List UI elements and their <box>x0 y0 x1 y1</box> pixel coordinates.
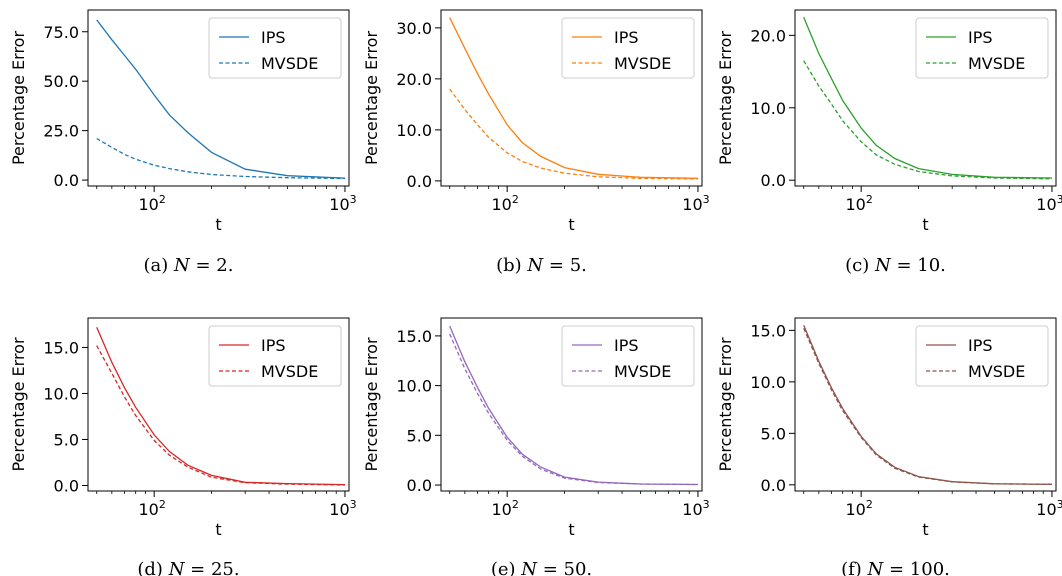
series-line-mvsde <box>803 328 1053 485</box>
legend-label-mvsde: MVSDE <box>614 54 671 73</box>
chart-panel-2: 102 103 0.0 10.0 20.0 30.0 t Percentage Error IP… <box>362 9 710 276</box>
chart-panel-1: 102 103 0.0 25.0 50.0 75.0 t Percentage Error IP… <box>9 9 357 276</box>
y-axis-label: Percentage Error <box>362 337 381 472</box>
x-tick-label: 103 <box>329 498 356 519</box>
chart-panel-6: 102 103 0.0 5.0 10.0 15.0 t Percentage Error IPS… <box>716 317 1062 576</box>
x-axis-label: t <box>215 520 221 539</box>
y-tick-label: 5.0 <box>54 430 79 449</box>
plot-frame <box>440 317 703 492</box>
plot-frame <box>794 9 1057 187</box>
subfigure-caption: (b) N = 5. <box>496 255 587 276</box>
y-tick-label: 75.0 <box>43 23 79 42</box>
y-axis-label: Percentage Error <box>716 337 735 472</box>
x-tick-label: 103 <box>682 193 709 214</box>
series-line-ips <box>449 17 699 179</box>
y-tick-label: 10.0 <box>396 377 432 396</box>
y-tick-label: 0.0 <box>54 476 79 495</box>
x-tick-label: 103 <box>1036 498 1062 519</box>
legend-label-ips: IPS <box>968 28 993 47</box>
x-tick-label: 102 <box>138 498 165 519</box>
subfigure-caption: (c) N = 10. <box>845 255 946 276</box>
x-tick-label: 102 <box>491 498 518 519</box>
subfigure-caption: (d) N = 25. <box>137 559 239 576</box>
x-tick-label: 102 <box>491 193 518 214</box>
legend-label-mvsde: MVSDE <box>261 362 318 381</box>
y-tick-label: 30.0 <box>396 19 432 38</box>
chart-panel-4: 102 103 0.0 5.0 10.0 15.0 t Percentage Error IPS… <box>9 317 357 576</box>
y-tick-label: 0.0 <box>407 476 432 495</box>
y-tick-label: 20.0 <box>396 70 432 89</box>
plot-frame <box>87 9 350 187</box>
y-tick-label: 15.0 <box>43 338 79 357</box>
legend-label-ips: IPS <box>614 28 639 47</box>
legend-label-ips: IPS <box>261 28 286 47</box>
legend-label-ips: IPS <box>968 336 993 355</box>
y-tick-label: 10.0 <box>43 384 79 403</box>
y-axis-label: Percentage Error <box>9 337 28 472</box>
y-axis-label: Percentage Error <box>362 31 381 166</box>
x-axis-label: t <box>568 215 574 234</box>
series-line-ips <box>96 19 346 179</box>
x-tick-label: 103 <box>682 498 709 519</box>
series-line-mvsde <box>96 137 346 180</box>
y-tick-label: 10.0 <box>750 373 786 392</box>
y-tick-label: 0.0 <box>761 476 786 495</box>
y-tick-label: 10.0 <box>750 99 786 118</box>
x-tick-label: 102 <box>138 193 165 214</box>
y-tick-label: 0.0 <box>54 171 79 190</box>
y-tick-label: 5.0 <box>407 426 432 445</box>
x-tick-label: 102 <box>845 193 872 214</box>
x-tick-label: 102 <box>845 498 872 519</box>
x-tick-label: 103 <box>1036 193 1062 214</box>
legend-label-mvsde: MVSDE <box>614 362 671 381</box>
subfigure-caption: (f) N = 100. <box>841 559 950 576</box>
chart-panel-3: 102 103 0.0 10.0 20.0 t Percentage Error IPS MVS… <box>716 9 1062 276</box>
subfigure-caption: (e) N = 50. <box>491 559 592 576</box>
series-line-mvsde <box>96 345 346 486</box>
y-axis-label: Percentage Error <box>9 31 28 166</box>
x-axis-label: t <box>568 520 574 539</box>
plot-frame <box>794 317 1057 492</box>
y-axis-label: Percentage Error <box>716 31 735 166</box>
subfigure-caption: (a) N = 2. <box>144 255 234 276</box>
plot-frame <box>87 317 350 492</box>
x-axis-label: t <box>922 520 928 539</box>
series-line-ips <box>449 325 699 486</box>
legend-label-mvsde: MVSDE <box>968 362 1025 381</box>
plot-frame <box>440 9 703 187</box>
y-tick-label: 10.0 <box>396 121 432 140</box>
y-tick-label: 25.0 <box>43 122 79 141</box>
legend-label-ips: IPS <box>261 336 286 355</box>
x-axis-label: t <box>922 215 928 234</box>
y-tick-label: 0.0 <box>761 171 786 190</box>
y-tick-label: 0.0 <box>407 172 432 191</box>
legend-label-mvsde: MVSDE <box>968 54 1025 73</box>
y-tick-label: 5.0 <box>761 424 786 443</box>
legend-label-mvsde: MVSDE <box>261 54 318 73</box>
y-tick-label: 50.0 <box>43 72 79 91</box>
series-line-mvsde <box>803 60 1053 180</box>
series-line-ips <box>803 16 1053 179</box>
legend-label-ips: IPS <box>614 336 639 355</box>
series-line-mvsde <box>449 333 699 486</box>
y-tick-label: 20.0 <box>750 26 786 45</box>
series-line-mvsde <box>449 88 699 180</box>
y-tick-label: 15.0 <box>750 321 786 340</box>
chart-panel-5: 102 103 0.0 5.0 10.0 15.0 t Percentage Error IPS… <box>362 317 710 576</box>
x-axis-label: t <box>215 215 221 234</box>
y-tick-label: 15.0 <box>396 327 432 346</box>
x-tick-label: 103 <box>329 193 356 214</box>
